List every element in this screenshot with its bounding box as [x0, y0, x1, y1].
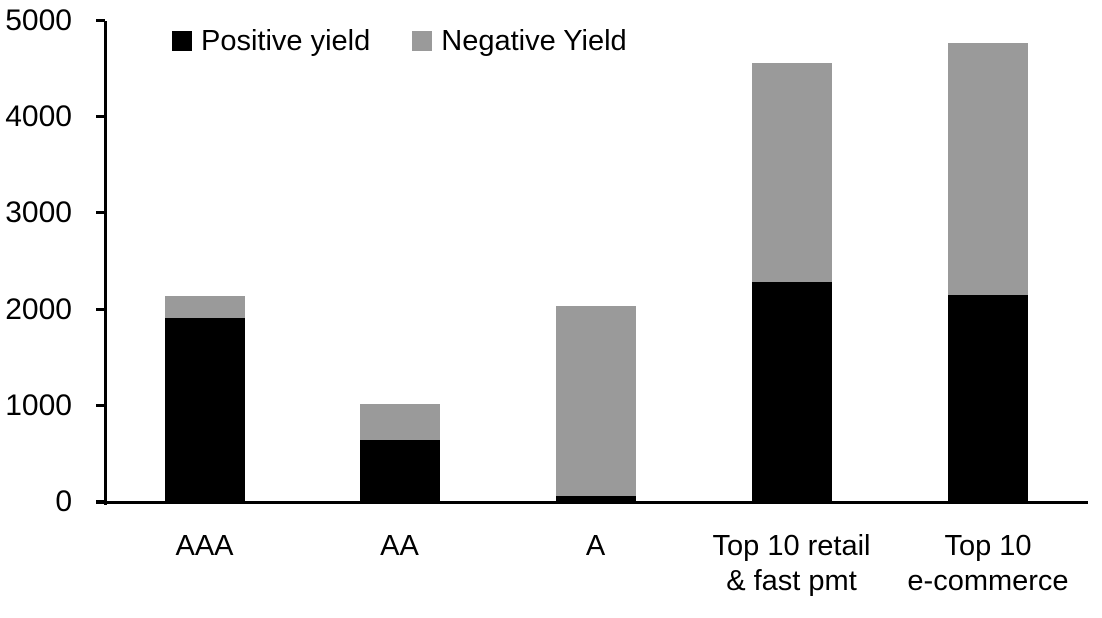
- x-axis-label: AAA: [90, 529, 320, 564]
- x-axis-line: [96, 501, 1088, 504]
- y-tick-mark: [96, 19, 105, 22]
- legend-item-positive: Positive yield: [172, 25, 370, 58]
- y-tick-mark: [96, 307, 105, 311]
- bar-segment-positive: [555, 496, 636, 501]
- legend-label: Positive yield: [201, 24, 371, 57]
- x-axis-label: AA: [285, 529, 515, 564]
- bar-segment-positive: [751, 281, 832, 501]
- x-axis-label-line: A: [585, 530, 606, 562]
- y-axis-line: [104, 21, 107, 505]
- x-axis-label-line: Top 10: [944, 530, 1032, 562]
- y-tick-mark: [96, 211, 105, 215]
- y-tick-label: 0: [55, 485, 72, 518]
- bar-segment-negative: [751, 62, 832, 282]
- y-tick-label: 2000: [5, 292, 72, 326]
- legend-item-negative: Negative Yield: [412, 24, 627, 58]
- bar-segment-negative: [164, 296, 245, 319]
- legend-label: Negative Yield: [441, 24, 627, 57]
- y-tick-mark: [96, 500, 105, 503]
- y-tick-label: 4000: [5, 100, 72, 134]
- legend: Positive yield Negative Yield: [172, 22, 627, 60]
- y-tick-label: 5000: [5, 4, 72, 37]
- bar-segment-negative: [359, 404, 440, 441]
- x-axis-label: A: [481, 529, 711, 564]
- legend-swatch-icon: [412, 31, 433, 51]
- x-axis-label-line: e-commerce: [907, 565, 1069, 597]
- x-axis-label: Top 10 retail & fast pmt: [677, 529, 907, 599]
- y-tick-mark: [96, 115, 105, 119]
- bar-segment-negative: [555, 305, 636, 497]
- bar-segment-positive: [359, 440, 440, 501]
- y-tick-label: 1000: [5, 388, 72, 422]
- x-axis-label-line: & fast pmt: [726, 565, 857, 597]
- bar-segment-positive: [948, 295, 1028, 501]
- x-axis-label-line: AA: [380, 530, 419, 562]
- x-axis-label-line: AAA: [175, 530, 234, 562]
- legend-swatch-icon: [172, 31, 192, 51]
- x-axis-label-line: Top 10 retail: [712, 530, 871, 562]
- y-tick-mark: [96, 403, 105, 407]
- x-axis-label: Top 10 e-commerce: [873, 529, 1102, 599]
- bar-segment-positive: [164, 318, 245, 501]
- bar-segment-negative: [948, 43, 1028, 296]
- y-tick-label: 3000: [5, 196, 72, 230]
